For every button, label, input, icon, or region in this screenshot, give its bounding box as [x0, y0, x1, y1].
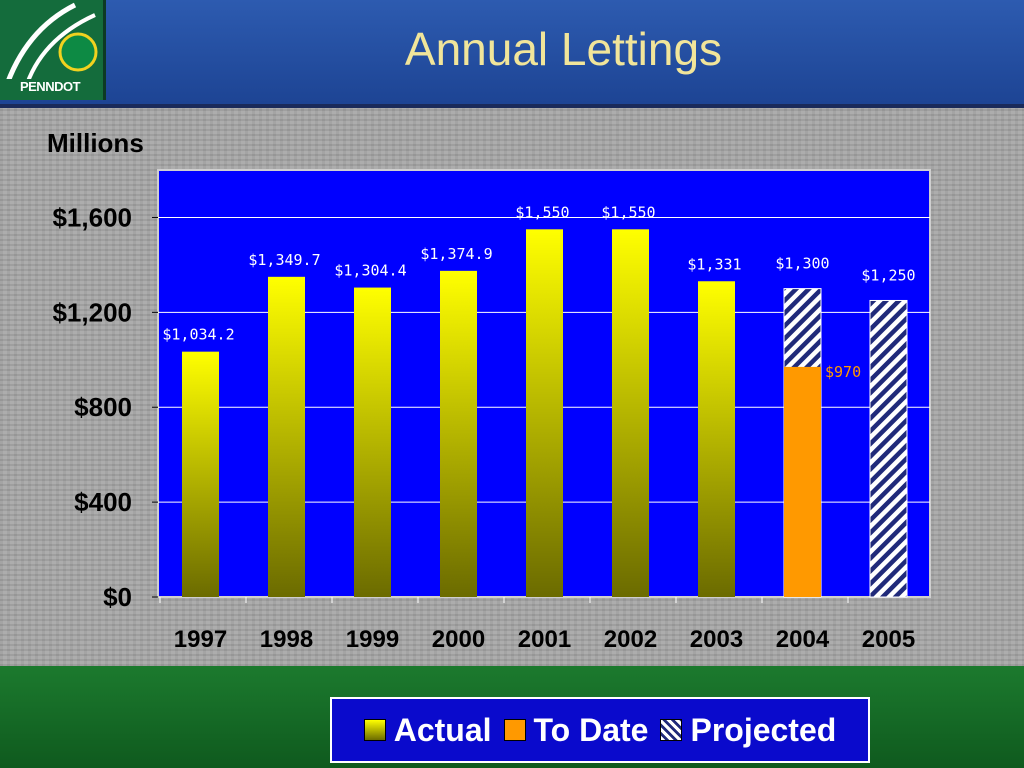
bar-actual-1999 [354, 287, 391, 597]
bar-actual-2003 [698, 281, 735, 597]
units-label: Millions [47, 128, 144, 158]
x-tick-label: 1999 [346, 626, 399, 653]
bar-chart: $0 $400 $800 $1,200 $1,600 $1,034.2 $1,349.7 $… [52, 169, 931, 653]
y-tick-label: $0 [103, 582, 132, 612]
legend-swatch-to-date [503, 719, 526, 741]
bar-actual-2001 [526, 229, 563, 598]
data-label-actual-2001: $1,550 [515, 203, 569, 221]
legend: Actual To Date Projected [330, 697, 870, 763]
penndot-logo: PENNDOT [0, 0, 106, 100]
bar-actual-1997 [182, 351, 219, 597]
page-title: Annual Lettings [404, 23, 723, 75]
bar-actual-1998 [268, 276, 305, 597]
data-label-actual-1999: $1,304.4 [334, 262, 406, 280]
data-label-actual-2002: $1,550 [601, 203, 655, 221]
data-label-actual-1997: $1,034.2 [162, 326, 234, 344]
y-tick-label: $1,200 [52, 297, 132, 327]
x-tick-label: 2003 [690, 626, 743, 653]
legend-item-projected: Projected [660, 712, 836, 749]
logo-text: PENNDOT [2, 79, 98, 94]
x-tick-label: 2004 [776, 626, 830, 653]
data-label-actual-2000: $1,374.9 [420, 245, 492, 263]
header-bar: PENNDOT Annual Lettings [0, 0, 1024, 108]
y-tick-label: $1,600 [52, 202, 132, 232]
x-tick-label: 1998 [260, 626, 313, 653]
data-label-actual-1998: $1,349.7 [248, 251, 320, 269]
legend-label-actual: Actual [393, 711, 492, 748]
x-tick-label: 2002 [604, 626, 657, 653]
bar-to-date-2004 [784, 366, 821, 597]
legend-item-to-date: To Date [503, 711, 649, 749]
x-tick-label: 2001 [518, 626, 571, 653]
legend-item-actual: Actual [363, 711, 492, 749]
x-tick-label: 2000 [432, 626, 485, 653]
data-label-actual-2003: $1,331 [687, 255, 741, 273]
bar-actual-2000 [440, 270, 477, 597]
y-tick-label: $800 [74, 392, 132, 422]
data-label-projected-2004: $1,300 [775, 255, 829, 273]
legend-swatch-projected [660, 719, 683, 741]
y-tick-label: $400 [74, 487, 132, 517]
legend-swatch-actual [363, 719, 386, 741]
legend-label-projected: Projected [690, 711, 837, 748]
x-tick-label: 1997 [174, 626, 227, 653]
x-tick-label: 2005 [862, 626, 915, 653]
data-label-projected-2005: $1,250 [861, 266, 915, 284]
bar-actual-2002 [612, 229, 649, 598]
bar-projected-2005 [869, 299, 908, 598]
data-label-to-date-2004: $970 [825, 363, 861, 381]
legend-label-to-date: To Date [533, 711, 649, 748]
